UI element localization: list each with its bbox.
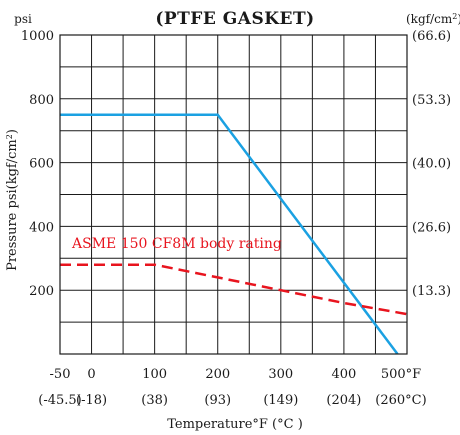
y-right-tick-label: (66.6): [412, 29, 451, 44]
chart-title: (PTFE GASKET): [155, 9, 314, 29]
left-axis-unit: psi: [14, 12, 32, 26]
series-line-1: [60, 113, 399, 354]
x-tick-label-celsius: (204): [326, 393, 361, 408]
x-tick-label-celsius: (93): [204, 393, 231, 408]
x-tick-label-celsius: (149): [263, 393, 298, 408]
x-tick-label: 400: [331, 367, 356, 382]
y-tick-label: 400: [29, 220, 54, 235]
y-tick-label: 200: [29, 284, 54, 299]
y-right-tick-label: (40.0): [412, 157, 451, 172]
y-right-tick-label: (53.3): [412, 93, 451, 108]
series-layer: [60, 113, 408, 354]
y-tick-label: 800: [29, 93, 54, 108]
x-tick-label: 500°F: [381, 367, 421, 382]
y-axis-title: Pressure psi(kgf/cm2): [5, 129, 20, 271]
series-overflow-group: [60, 263, 408, 316]
x-tick-label-celsius: (-18): [76, 393, 107, 408]
y-tick-label: 600: [29, 157, 54, 172]
right-axis-unit: (kgf/cm2): [406, 12, 460, 26]
x-axis-title: Temperature°F (°C ): [167, 417, 303, 432]
x-tick-label-celsius: (260°C): [375, 393, 426, 408]
tick-layer: 2004006008001000(13.3)(26.6)(40.0)(53.3)…: [21, 29, 451, 408]
series-group: [60, 113, 399, 354]
x-tick-label-celsius: (-45.5): [38, 393, 81, 408]
y-tick-label: 1000: [21, 29, 54, 44]
x-tick-label: -50: [50, 367, 71, 382]
x-tick-label-celsius: (38): [141, 393, 168, 408]
series-label-asme: ASME 150 CF8M body rating: [71, 236, 282, 252]
plot-frame: [59, 34, 408, 355]
series-line-2: [60, 263, 408, 316]
y-right-tick-label: (26.6): [412, 220, 451, 235]
x-tick-label: 300: [268, 367, 293, 382]
y-right-tick-label: (13.3): [412, 284, 451, 299]
grid: [60, 35, 407, 354]
x-tick-label: 200: [205, 367, 230, 382]
x-tick-label: 0: [87, 367, 95, 382]
x-tick-label: 100: [142, 367, 167, 382]
